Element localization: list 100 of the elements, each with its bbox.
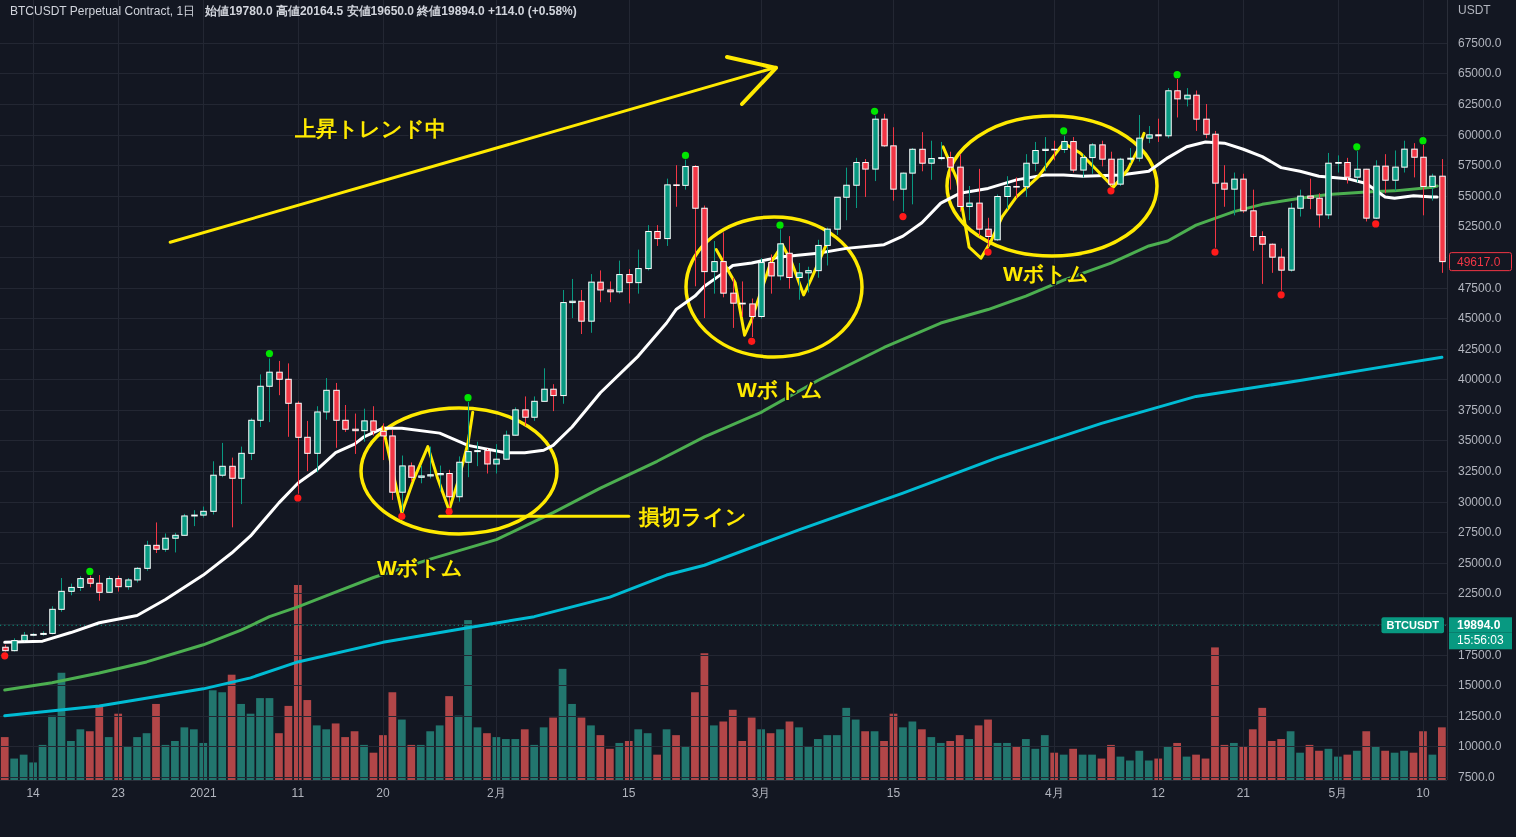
x-tick-label: 2021 — [189, 786, 217, 800]
y-tick-label: 62500.0 — [1458, 97, 1502, 111]
bar — [1059, 754, 1068, 780]
bar — [1371, 746, 1380, 780]
y-tick-label: 30000.0 — [1458, 494, 1502, 509]
bar — [0, 737, 9, 780]
bar — [1315, 750, 1323, 780]
point — [984, 248, 992, 256]
annotation: 損切ライン — [637, 504, 747, 528]
bar — [48, 715, 56, 780]
point — [1277, 291, 1285, 299]
bar — [672, 735, 680, 780]
bar — [747, 717, 756, 780]
bar — [1069, 748, 1078, 780]
bar — [530, 744, 539, 780]
x-tick-label: 14 — [26, 786, 41, 800]
y-tick-label: 57500.0 — [1458, 158, 1502, 173]
point — [1353, 143, 1361, 151]
bar — [965, 739, 974, 780]
point — [1419, 137, 1427, 145]
bar — [1343, 754, 1352, 780]
y-tick-label: 67500.0 — [1458, 35, 1502, 50]
y-tick-label: 27500.0 — [1458, 525, 1502, 540]
y-tick-label: 15000.0 — [1458, 678, 1502, 693]
bar — [1211, 647, 1219, 780]
point — [445, 507, 453, 516]
bar — [851, 719, 860, 780]
bar — [360, 744, 368, 780]
bar — [899, 727, 907, 780]
bar — [435, 725, 444, 780]
y-tick-label: 12500.0 — [1458, 708, 1502, 723]
bar — [1381, 750, 1390, 780]
y-tick-label: 37500.0 — [1458, 402, 1502, 417]
point — [776, 221, 784, 229]
bar — [880, 741, 888, 780]
y-tick-label: 47500.0 — [1458, 280, 1502, 295]
bar — [520, 729, 529, 780]
bar — [984, 719, 992, 780]
y-tick-label: 32500.0 — [1458, 464, 1502, 479]
point — [681, 151, 690, 159]
bar — [407, 744, 416, 780]
chart-title: BTCUSDT Perpetual Contract, 1日 — [10, 4, 196, 18]
bar — [795, 727, 803, 780]
point — [464, 394, 472, 402]
bar — [227, 674, 236, 780]
x-tick-label: 20 — [376, 786, 390, 800]
bar — [587, 725, 595, 780]
bar — [237, 703, 245, 780]
point — [86, 567, 94, 575]
annotation: 上昇トレンド中 — [293, 116, 446, 140]
y-tick-label: 10000.0 — [1458, 739, 1502, 754]
point — [1173, 71, 1181, 79]
bar — [10, 758, 19, 780]
x-tick-label: 4月 — [1044, 786, 1064, 800]
x-tick-label: 11 — [291, 786, 305, 800]
point — [1211, 248, 1219, 256]
y-tick-label: 45000.0 — [1458, 311, 1502, 326]
bar — [605, 748, 614, 780]
bar — [152, 703, 160, 780]
bar — [643, 733, 652, 780]
y-tick-label: 22500.0 — [1458, 586, 1502, 601]
x-tick-label: 2月 — [487, 786, 506, 800]
x-tick-label: 12 — [1151, 786, 1166, 800]
bar — [104, 737, 113, 780]
bar — [955, 735, 964, 780]
y-tick-label: 25000.0 — [1458, 555, 1502, 570]
bar — [1163, 746, 1172, 780]
bar — [861, 731, 869, 780]
point — [294, 494, 302, 502]
annotation: 15:56:03 — [1457, 633, 1505, 648]
bar — [917, 729, 926, 780]
point — [1372, 220, 1380, 228]
point — [1, 652, 9, 660]
bar — [1362, 731, 1371, 780]
y-tick-label: 60000.0 — [1458, 127, 1502, 142]
y-axis-title: USDT — [1458, 3, 1492, 17]
x-tick-label: 15 — [622, 786, 636, 800]
x-tick-label: 3月 — [751, 786, 771, 800]
bar — [1296, 752, 1304, 780]
bar — [653, 754, 661, 780]
bar — [1144, 760, 1153, 780]
bar — [1192, 754, 1200, 780]
point — [265, 350, 274, 358]
y-tick-label: 17500.0 — [1458, 647, 1502, 662]
y-tick-label: 65000.0 — [1458, 66, 1502, 81]
y-tick-label: 55000.0 — [1458, 188, 1502, 203]
bar — [936, 742, 945, 780]
bar — [568, 703, 576, 780]
bar — [719, 721, 728, 780]
chart-subtitle: 始値19780.0 高値20164.5 安値19650.0 終値19894.0 +114.0 (+0.58%) — [204, 4, 577, 18]
y-tick-label: 52500.0 — [1458, 219, 1502, 234]
bar — [1229, 742, 1238, 780]
bar — [691, 692, 699, 780]
y-tick-label: 42500.0 — [1458, 341, 1502, 356]
bar — [397, 719, 406, 780]
y-tick-label: 35000.0 — [1458, 433, 1502, 448]
point — [748, 337, 756, 345]
point — [1107, 187, 1115, 195]
point — [398, 512, 406, 520]
x-tick-label: 10 — [1416, 786, 1430, 800]
